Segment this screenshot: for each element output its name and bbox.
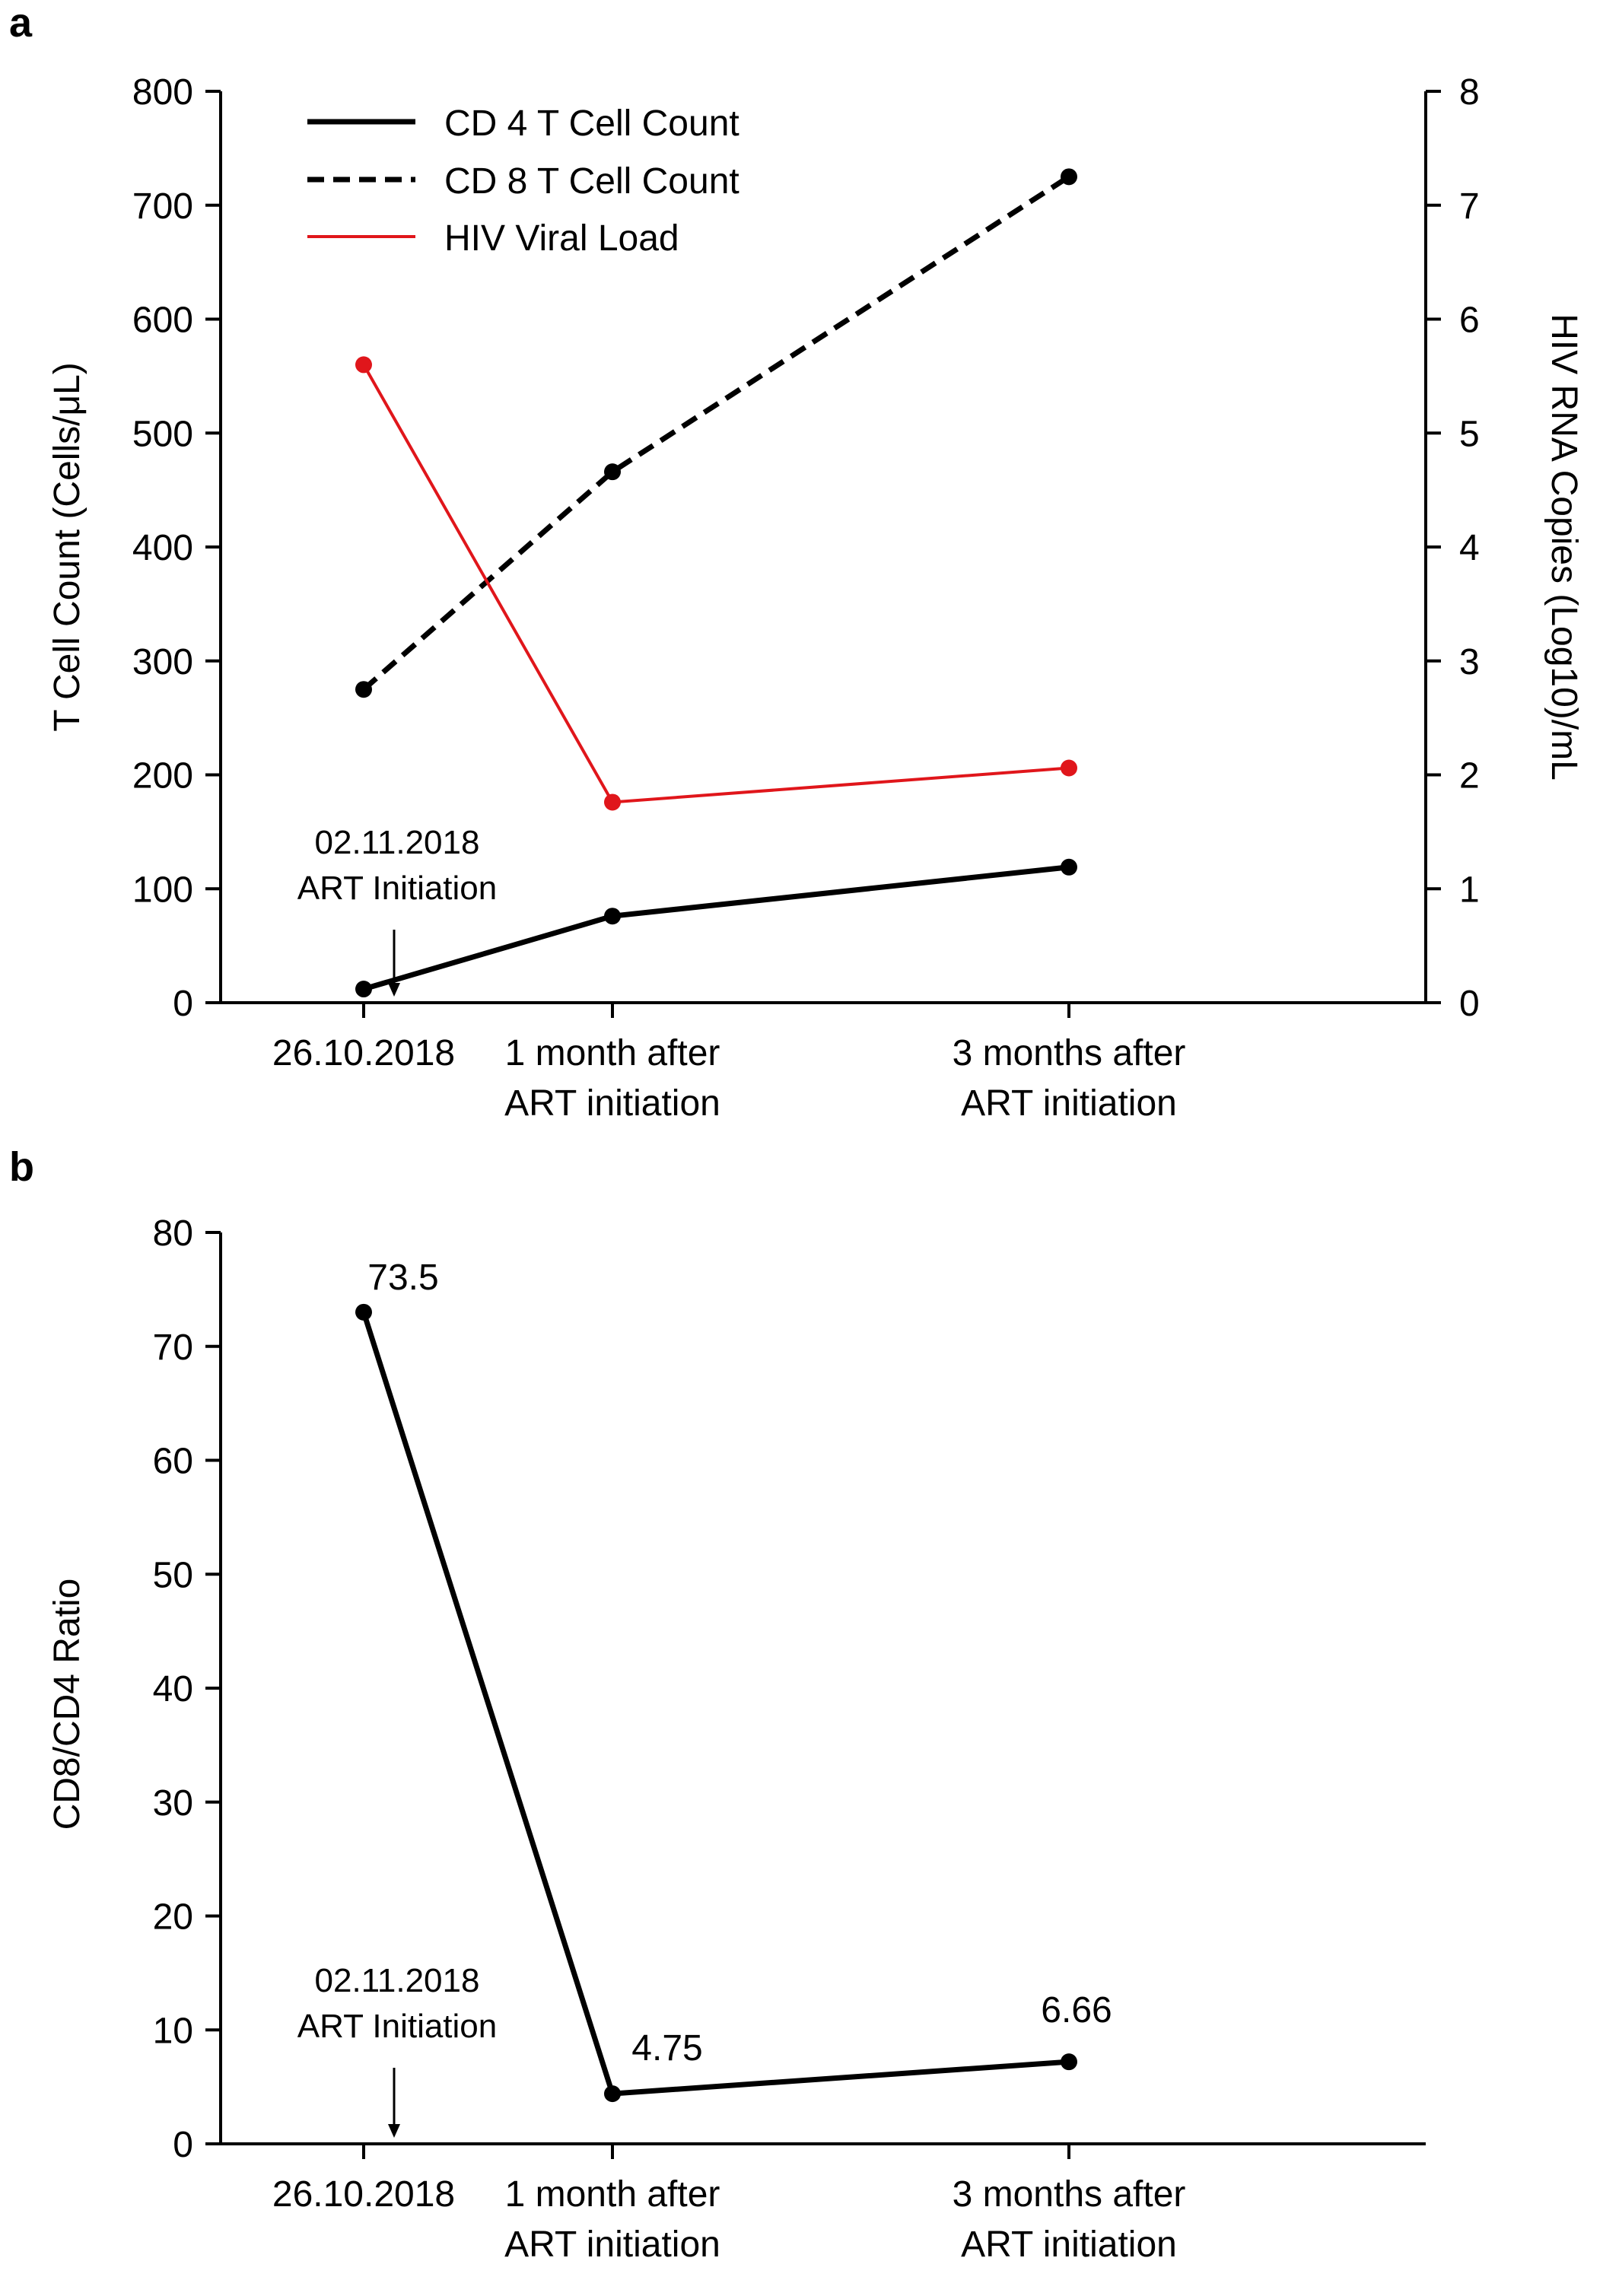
panel-b-data-label-2: 6.66 (1041, 1990, 1112, 2030)
panel-a-series-line-cd-8-t-cell-count (361, 174, 1070, 692)
panel-b-point-cd8-cd4-ratio-0 (355, 1303, 372, 1321)
panel-b-chart: 0 10 20 30 40 50 60 70 80 26.10.2018 1 month after… (47, 1213, 1426, 2265)
panel-a-y-tick-label-600: 600 (132, 301, 193, 341)
panel-a-y2-tick-label-2: 2 (1459, 756, 1480, 797)
panel-b-y-tick-label-70: 70 (153, 1328, 193, 1368)
panel-a-point-cd-8-t-cell-count-1 (604, 463, 621, 481)
panel-a-y2-tick-label-6: 6 (1459, 301, 1480, 341)
panel-a-y2-tick-label-8: 8 (1459, 72, 1480, 113)
panel-a-point-cd-4-t-cell-count-2 (1061, 858, 1077, 876)
panel-a-annotation-date: 02.11.2018 (315, 824, 480, 861)
panel-a-y2-tick-label-5: 5 (1459, 414, 1480, 454)
panel-b-annotation-arrow-head (388, 2124, 400, 2138)
panel-a-y2-tick-label-7: 7 (1459, 186, 1480, 227)
panel-a-chart: 0 100 200 300 400 500 600 700 800 0 1 2 3 4 5 6 7 8 26.10.… (47, 72, 1584, 1124)
panel-a-legend-label-hiv-viral-load: HIV Viral Load (444, 218, 679, 259)
panel-a-point-hiv-viral-load-1 (604, 793, 621, 811)
panel-a-y-tick-label-400: 400 (132, 528, 193, 568)
panel-b-y-tick-label-60: 60 (153, 1442, 193, 1482)
panel-b-data-label-0: 73.5 (367, 1258, 438, 1298)
panel-b-y-axis-title: CD8/CD4 Ratio (47, 1579, 87, 1830)
panel-a-y2-tick-label-1: 1 (1459, 870, 1480, 910)
panel-b-y-tick-label-40: 40 (153, 1669, 193, 1709)
panel-a-y2-tick-label-3: 3 (1459, 642, 1480, 682)
panel-a-x-tick-label-3-months-after: 3 months after ART initiation (953, 1033, 1186, 1124)
panel-b-point-cd8-cd4-ratio-1 (604, 2085, 621, 2103)
panel-a-legend-label-cd-8-t-cell-count: CD 8 T Cell Count (444, 161, 739, 202)
panel-b-y-tick-label-50: 50 (153, 1555, 193, 1595)
panel-a-point-cd-4-t-cell-count-0 (355, 981, 372, 998)
panel-a-y-tick-label-500: 500 (132, 414, 193, 454)
panel-a-y-tick-label-300: 300 (132, 642, 193, 682)
panel-a-y2-tick-label-4: 4 (1459, 528, 1480, 568)
panel-a-y-axis-title: T Cell Count (Cells/μL) (47, 362, 87, 732)
panel-a-x-tick-label-26-10-2018: 26.10.2018 (272, 1033, 455, 1073)
panel-a-y-tick-label-100: 100 (132, 870, 193, 910)
panel-b-x-tick-label-3-months-after: 3 months after ART initiation (953, 2174, 1186, 2265)
panel-a-series-line-hiv-viral-load (362, 364, 1070, 804)
panel-a-point-cd-4-t-cell-count-1 (604, 908, 621, 925)
panel-a-y-tick-label-700: 700 (132, 186, 193, 227)
panel-a-legend-label-cd-4-t-cell-count: CD 4 T Cell Count (444, 103, 739, 144)
panel-b-y-tick-label-30: 30 (153, 1783, 193, 1824)
panel-a-y2-tick-label-0: 0 (1459, 984, 1480, 1024)
panel-b-data-label-1: 4.75 (631, 2028, 702, 2069)
panel-a-y2-axis-title: HIV RNA Copies (Log10)/mL (1544, 313, 1584, 781)
panel-b-y-tick-label-10: 10 (153, 2011, 193, 2051)
panel-a-y-tick-label-0: 0 (173, 984, 193, 1024)
panel-a-letter: a (9, 0, 33, 46)
panel-b-annotation-date: 02.11.2018 (315, 1962, 480, 1999)
panel-a-annotation-label: ART Initiation (297, 870, 498, 907)
panel-b-y-tick-label-0: 0 (173, 2125, 193, 2165)
panel-a-point-hiv-viral-load-0 (355, 356, 372, 374)
panel-b-y-tick-label-20: 20 (153, 1897, 193, 1938)
panel-b-x-tick-label-1-month-after: 1 month after ART initiation (504, 2174, 720, 2265)
panel-b-y-tick-label-80: 80 (153, 1213, 193, 1254)
panel-b-point-cd8-cd4-ratio-2 (1061, 2053, 1077, 2071)
panel-b-letter: b (9, 1144, 34, 1190)
panel-b-annotation-label: ART Initiation (297, 2008, 498, 2045)
panel-a-y-tick-label-200: 200 (132, 756, 193, 797)
panel-a-point-hiv-viral-load-2 (1061, 759, 1077, 777)
panel-a-annotation-arrow-head (388, 983, 400, 997)
panel-b-x-tick-label-26-10-2018: 26.10.2018 (272, 2174, 455, 2215)
panel-a-x-tick-label-1-month-after: 1 month after ART initiation (504, 1033, 720, 1124)
panel-a-y-tick-label-800: 800 (132, 72, 193, 113)
panel-a-point-cd-8-t-cell-count-2 (1061, 168, 1077, 186)
panel-a-point-cd-8-t-cell-count-0 (355, 681, 372, 698)
